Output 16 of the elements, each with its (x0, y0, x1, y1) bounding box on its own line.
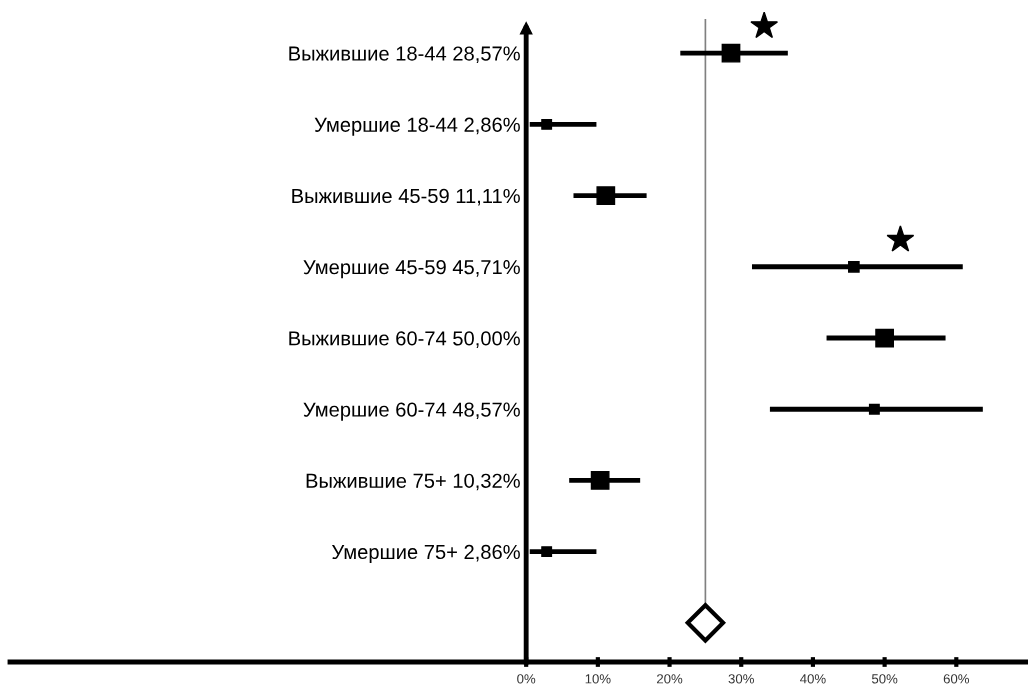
y-tick-label: Выжившие 45-59 11,11% (292, 188, 520, 206)
y-tick-label: Выжившие 75+ 10,32% (306, 473, 520, 491)
x-tick-label: 20% (657, 674, 683, 684)
x-tick-label: 0% (517, 674, 536, 684)
y-tick-label: Выжившие 18-44 28,57% (289, 46, 520, 64)
point (685, 603, 726, 643)
x-tick-label: 10% (585, 674, 611, 684)
y-tick-label: Умершие 75+ 2,86% (331, 544, 520, 564)
y-tick-label: Умершие 45-59 45,71% (303, 260, 520, 279)
y-tick-label: Умершие 60-74 48,57% (303, 402, 520, 421)
x-tick-label: 40% (800, 674, 826, 684)
x-tick-label: 60% (943, 674, 970, 684)
y-tick-label: Умершие 18-44 2,86% (314, 117, 520, 136)
y-tick-label: Выжившие 60-74 50,00% (289, 331, 520, 348)
x-tick-label: 30% (728, 674, 754, 684)
x-tick-label: 50% (871, 674, 898, 684)
